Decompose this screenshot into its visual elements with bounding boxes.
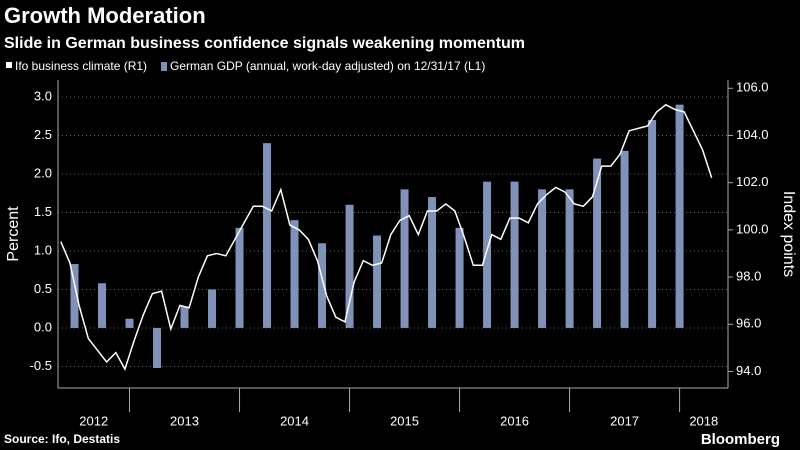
bar bbox=[180, 306, 189, 328]
y-axis-label: Percent bbox=[5, 206, 22, 262]
line bbox=[60, 103, 713, 371]
y2-tick-label: 100.0 bbox=[736, 221, 769, 236]
bar bbox=[593, 158, 602, 328]
x-tick-label: 2017 bbox=[610, 413, 639, 428]
bar bbox=[290, 220, 299, 328]
bar bbox=[70, 264, 79, 328]
bar bbox=[373, 235, 382, 328]
y2-tick-label: 102.0 bbox=[736, 174, 769, 189]
bar bbox=[125, 318, 134, 328]
bar bbox=[675, 104, 684, 328]
bar bbox=[538, 189, 547, 328]
x-tick-label: 2013 bbox=[170, 413, 199, 428]
y2-axis-label: Index points bbox=[780, 191, 797, 277]
legend-label: German GDP (annual, work-day adjusted) o… bbox=[170, 59, 485, 73]
brand: Bloomberg bbox=[701, 431, 780, 448]
chart-title: Growth Moderation bbox=[4, 3, 206, 28]
bar bbox=[400, 189, 409, 328]
bar bbox=[98, 283, 107, 328]
bar bbox=[345, 204, 354, 328]
bar bbox=[620, 150, 629, 328]
y2-tick-label: 106.0 bbox=[736, 80, 769, 95]
y-tick-label: 0.5 bbox=[34, 281, 52, 296]
y-tick-label: 2.0 bbox=[34, 165, 52, 180]
bar bbox=[455, 227, 464, 328]
bar bbox=[483, 181, 492, 328]
y-tick-label: 2.5 bbox=[34, 127, 52, 142]
y-tick-label: -0.5 bbox=[30, 358, 52, 373]
y2-tick-label: 96.0 bbox=[736, 316, 761, 331]
x-tick-label: 2014 bbox=[280, 413, 309, 428]
y2-tick-label: 104.0 bbox=[736, 127, 769, 142]
chart-subtitle: Slide in German business confidence sign… bbox=[4, 35, 525, 52]
bar bbox=[153, 327, 162, 368]
bar bbox=[263, 143, 272, 328]
bar bbox=[208, 289, 217, 328]
bar bbox=[318, 243, 327, 328]
legend-swatch bbox=[6, 62, 12, 68]
y-tick-label: 1.0 bbox=[34, 242, 52, 257]
x-tick-label: 2016 bbox=[500, 413, 529, 428]
bar bbox=[565, 189, 574, 328]
legend-swatch bbox=[161, 62, 168, 71]
y-tick-label: 0.0 bbox=[34, 319, 52, 334]
y-tick-label: 3.0 bbox=[34, 88, 52, 103]
legend-label: Ifo business climate (R1) bbox=[15, 59, 147, 73]
x-tick-label: 2015 bbox=[390, 413, 419, 428]
bar bbox=[235, 227, 244, 328]
x-tick-label: 2018 bbox=[689, 413, 718, 428]
y2-tick-label: 98.0 bbox=[736, 269, 761, 284]
source: Source: Ifo, Destatis bbox=[4, 432, 120, 446]
bar bbox=[648, 120, 657, 328]
bar bbox=[428, 197, 437, 328]
y-tick-label: 1.5 bbox=[34, 204, 52, 219]
bar bbox=[510, 181, 519, 328]
x-tick-label: 2012 bbox=[79, 413, 108, 428]
y2-tick-label: 94.0 bbox=[736, 363, 761, 378]
